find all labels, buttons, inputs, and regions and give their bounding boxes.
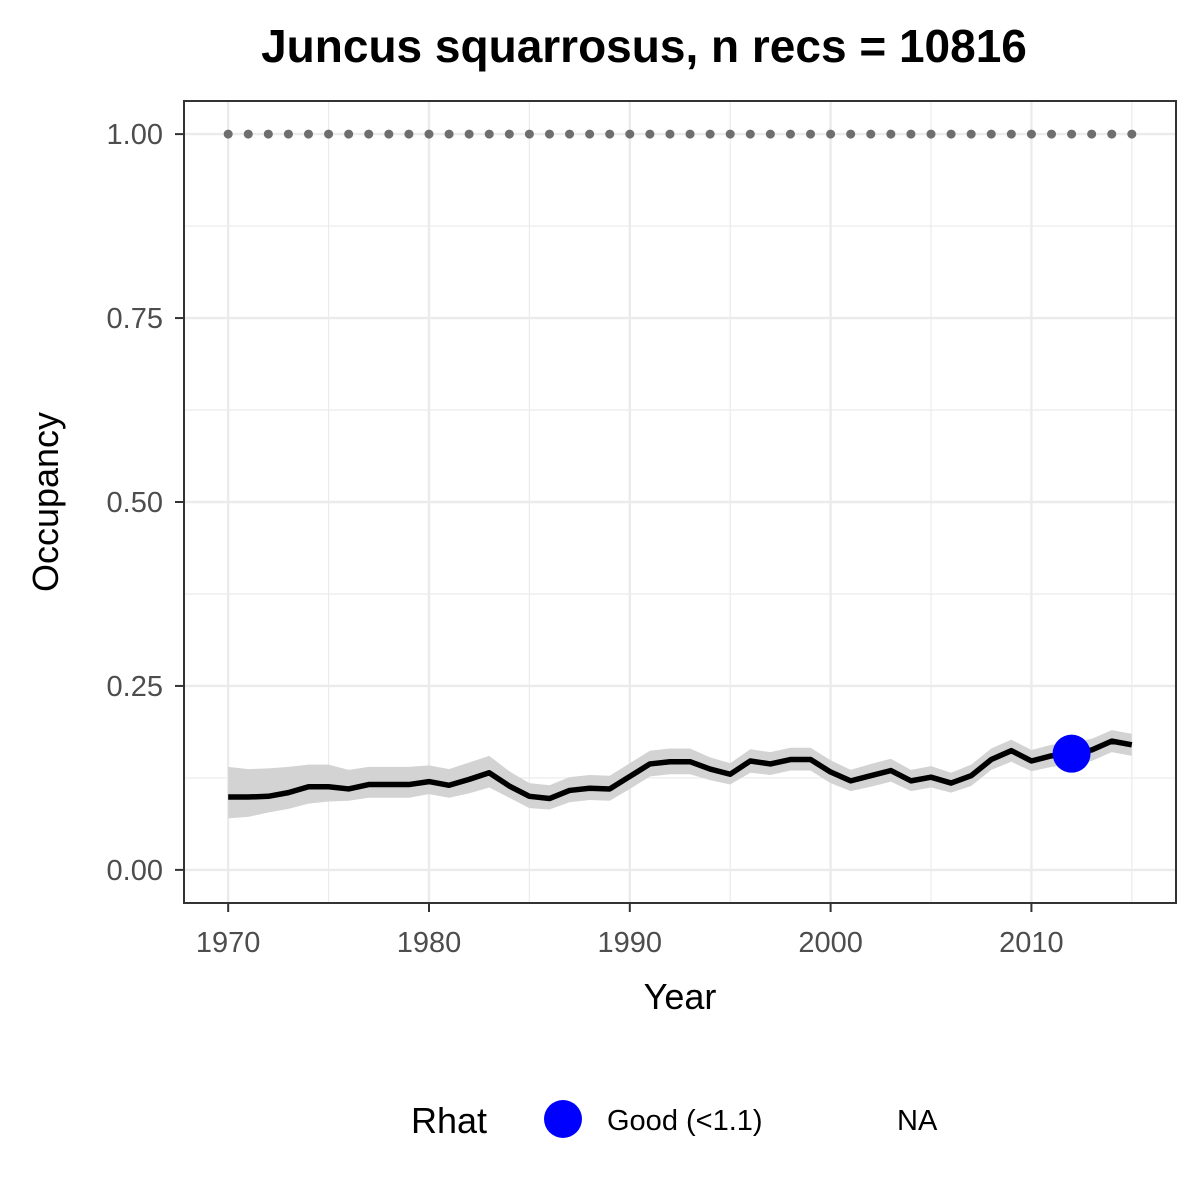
x-tick-label: 1980 [397,927,462,959]
confidence-ribbon-layer [228,730,1132,819]
series-1-dot [1127,129,1137,139]
series-1-dot [444,129,454,139]
series-1-dot [364,129,374,139]
x-axis-ticks: 1970 1980 1990 2000 2010 [196,903,1064,959]
series-1-dot [304,129,314,139]
series-1-dot [1026,129,1036,139]
x-tick-label: 1970 [196,927,261,959]
legend: Rhat Good (<1.1) NA [411,1100,938,1141]
series-1-dot [986,129,996,139]
series-1-dot [1046,129,1056,139]
series-1-dot [665,129,675,139]
series-1-dot [424,129,434,139]
series-1-dot [404,129,414,139]
series-1-dot [544,129,554,139]
series-1-dot [1006,129,1016,139]
series-1-dot [344,129,354,139]
y-tick-label: 1.00 [107,119,163,151]
series-1-dot [866,129,876,139]
y-tick-label: 0.25 [107,671,163,703]
series-1-dot [765,129,775,139]
legend-good-marker [544,1100,582,1138]
rhat-points-layer [1052,734,1091,773]
x-tick-label: 1990 [598,927,663,959]
series-1-dot [605,129,615,139]
series-1-dot [645,129,655,139]
legend-title: Rhat [411,1100,487,1141]
confidence-ribbon [228,730,1132,819]
x-tick-label: 2000 [798,927,863,959]
y-tick-label: 0.50 [107,487,163,519]
y-axis-title: Occupancy [25,412,66,592]
series-1-dot [906,129,916,139]
series-1-dot [745,129,755,139]
legend-good-label: Good (<1.1) [607,1105,763,1137]
series-1-dot [926,129,936,139]
occupancy-line [228,738,1133,802]
series-1-dot [484,129,494,139]
series-1-dot [886,129,896,139]
series-1-dot [1087,129,1097,139]
series-1-dot [806,129,816,139]
series-1-dot [826,129,836,139]
series-1-dot [464,129,474,139]
series-1-dot [625,129,635,139]
series-1-dot [243,129,253,139]
series-1-dot [946,129,956,139]
x-axis-title: Year [644,976,717,1017]
series-1-dot [565,129,575,139]
series-1-dot [705,129,715,139]
series-1-dot [324,129,334,139]
series-1-dot [263,129,273,139]
rhat-point [1052,734,1091,773]
series-1-dot [504,129,514,139]
series-1-dot [223,129,233,139]
series-1-dot [524,129,534,139]
legend-na-label: NA [897,1105,938,1137]
series-1-dot [966,129,976,139]
series-1-dot [1067,129,1077,139]
chart-title: Juncus squarrosus, n recs = 10816 [261,20,1027,72]
x-tick-label: 2010 [999,927,1064,959]
series-layer [223,129,1137,802]
series-1-dot [384,129,394,139]
y-axis-ticks: 0.00 0.25 0.50 0.75 1.00 [107,119,184,887]
series-1-dot [685,129,695,139]
series-1-dot [725,129,735,139]
series-1-dot [785,129,795,139]
y-tick-label: 0.75 [107,303,163,335]
series-1-dot [1107,129,1117,139]
y-tick-label: 0.00 [107,855,163,887]
series-1-dot [846,129,856,139]
series-1-dot [283,129,293,139]
series-1-dot [585,129,595,139]
